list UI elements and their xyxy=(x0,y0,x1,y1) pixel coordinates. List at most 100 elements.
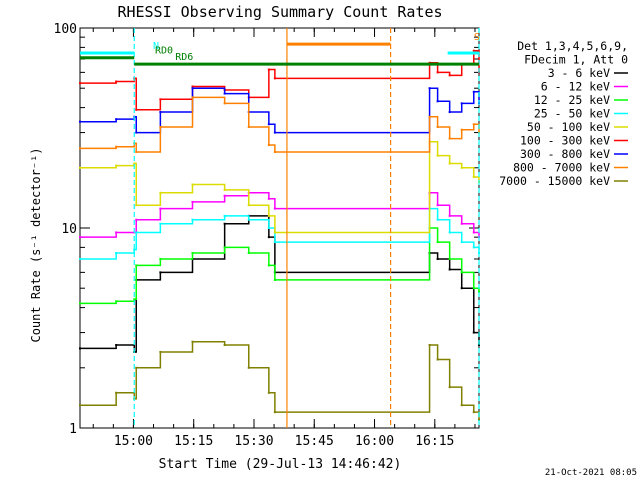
flag-label-s: S xyxy=(474,32,480,43)
series-point-2 xyxy=(478,290,480,293)
series-point-1 xyxy=(159,207,162,210)
series-point-1 xyxy=(472,231,475,234)
series-point-3 xyxy=(273,241,276,244)
series-point-6 xyxy=(472,90,475,93)
series-point-4 xyxy=(191,183,194,186)
series-point-1 xyxy=(460,222,463,225)
plot-area: 1 10 100 15:00 15:15 15:30 15:45 16:00 16:15 N RD6… xyxy=(54,22,480,449)
series-point-8 xyxy=(436,358,439,361)
series-point-0 xyxy=(478,344,480,347)
series-point-8 xyxy=(135,366,138,369)
series-point-5 xyxy=(115,80,118,83)
series-line-3 xyxy=(80,207,480,260)
series-point-0 xyxy=(159,271,162,274)
series-point-4 xyxy=(273,231,276,234)
series-point-8 xyxy=(79,404,81,407)
series-point-6 xyxy=(273,131,276,134)
legend-label: 50 - 100 keV xyxy=(527,120,610,134)
series-point-2 xyxy=(436,241,439,244)
series-point-7 xyxy=(472,123,475,126)
series-point-0 xyxy=(79,347,81,350)
series-point-7 xyxy=(159,125,162,128)
series-line-2 xyxy=(80,227,480,305)
series-point-1 xyxy=(135,218,138,221)
series-point-1 xyxy=(191,200,194,203)
series-point-7 xyxy=(448,137,451,140)
series-point-3 xyxy=(191,218,194,221)
y-tick-label: 1 xyxy=(69,422,77,437)
series-point-3 xyxy=(159,222,162,225)
series-point-8 xyxy=(247,366,250,369)
series-point-2 xyxy=(133,298,136,301)
series-point-4 xyxy=(247,204,250,207)
series-point-4 xyxy=(436,154,439,157)
series-point-5 xyxy=(472,49,475,52)
series-line-8 xyxy=(80,340,480,420)
series-point-1 xyxy=(448,214,451,217)
series-point-1 xyxy=(223,194,226,197)
series-point-6 xyxy=(191,87,194,90)
series-point-6 xyxy=(428,87,431,90)
series-point-2 xyxy=(159,257,162,260)
legend-header: Det 1,3,4,5,6,9, xyxy=(517,39,628,53)
legend-label: 300 - 800 keV xyxy=(520,147,610,161)
series-point-6 xyxy=(436,100,439,103)
series-point-5 xyxy=(436,71,439,74)
series-point-7 xyxy=(273,150,276,153)
series-point-1 xyxy=(79,236,81,239)
legend-label: 100 - 300 keV xyxy=(520,134,610,148)
series-point-4 xyxy=(135,204,138,207)
series-point-4 xyxy=(133,162,136,165)
series-point-8 xyxy=(267,391,270,394)
flag-label-n: N xyxy=(153,41,159,52)
series-point-8 xyxy=(472,411,475,414)
series-point-5 xyxy=(159,98,162,101)
series-point-2 xyxy=(247,251,250,254)
legend-header: FDecim 1, Att 0 xyxy=(524,53,628,67)
x-tick-label: 15:00 xyxy=(114,434,153,449)
series-point-4 xyxy=(472,175,475,178)
series-line-4 xyxy=(80,140,480,234)
series-point-2 xyxy=(223,246,226,249)
series-point-5 xyxy=(448,74,451,77)
series-point-8 xyxy=(273,411,276,414)
series-point-5 xyxy=(267,68,270,71)
series-point-1 xyxy=(115,231,118,234)
series-point-6 xyxy=(79,120,81,123)
series-point-1 xyxy=(273,207,276,210)
series-point-8 xyxy=(478,418,480,421)
series-point-4 xyxy=(267,214,270,217)
x-tick-label: 15:45 xyxy=(295,434,334,449)
x-tick-label: 15:30 xyxy=(234,434,273,449)
series-point-3 xyxy=(79,257,81,260)
series-point-0 xyxy=(460,287,463,290)
y-axis-label: Count Rate (s⁻¹ detector⁻¹) xyxy=(29,147,43,342)
series-point-3 xyxy=(460,241,463,244)
series-point-0 xyxy=(472,331,475,334)
series-point-6 xyxy=(159,111,162,114)
series-point-2 xyxy=(135,264,138,267)
series-line-5 xyxy=(80,49,480,111)
series-point-0 xyxy=(448,268,451,271)
series-point-1 xyxy=(267,197,270,200)
series-point-8 xyxy=(223,344,226,347)
x-tick-label: 16:15 xyxy=(415,434,454,449)
series-point-4 xyxy=(79,166,81,169)
legend-label: 6 - 12 keV xyxy=(541,80,610,94)
legend-label: 3 - 6 keV xyxy=(548,66,610,80)
series-point-6 xyxy=(135,131,138,134)
series-point-2 xyxy=(115,300,118,303)
x-tick-label: 16:00 xyxy=(355,434,394,449)
series-point-7 xyxy=(267,144,270,147)
series-point-7 xyxy=(191,96,194,99)
series-point-3 xyxy=(472,246,475,249)
series-point-2 xyxy=(472,287,475,290)
series-point-3 xyxy=(115,251,118,254)
series-point-3 xyxy=(223,214,226,217)
series-point-6 xyxy=(267,123,270,126)
legend-label: 25 - 50 keV xyxy=(534,107,610,121)
flag-label-rd0: RD0 xyxy=(155,46,173,57)
series-point-4 xyxy=(460,166,463,169)
series-point-5 xyxy=(191,85,194,88)
series-point-8 xyxy=(115,391,118,394)
